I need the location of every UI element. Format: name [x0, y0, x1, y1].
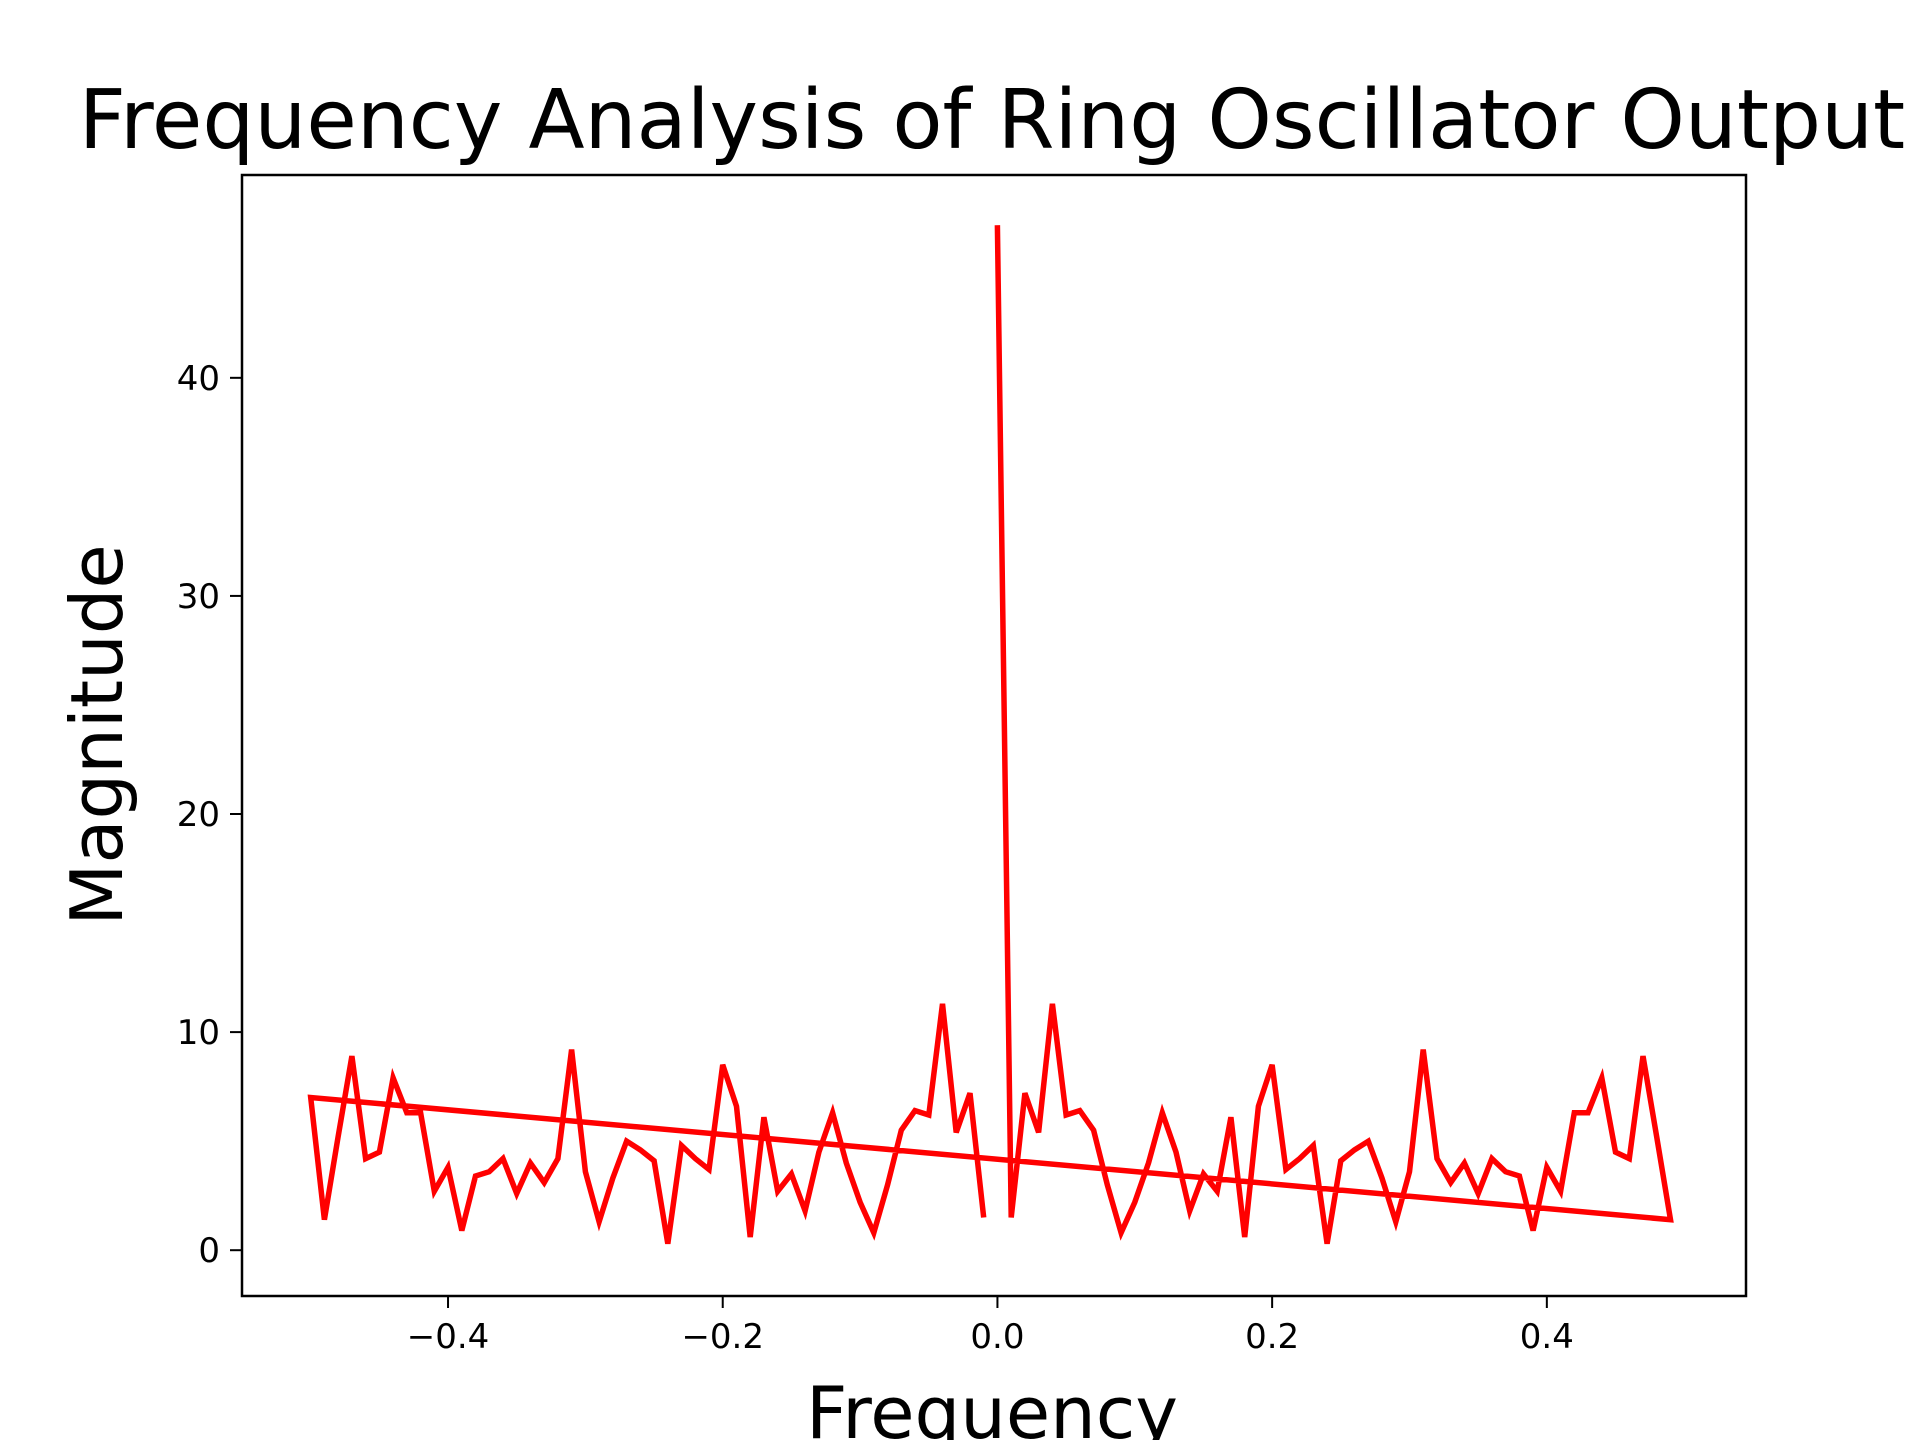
chart-title: Frequency Analysis of Ring Oscillator Ou… [79, 73, 1905, 168]
series-line-0 [307, 225, 1674, 1245]
x-axis-label: Frequency [806, 1371, 1178, 1440]
y-axis-label: Magnitude [55, 544, 139, 925]
x-tick-label: 0.4 [1520, 1317, 1574, 1357]
x-tick-label: −0.2 [681, 1317, 764, 1357]
y-axis: 0 10 20 30 40 [177, 359, 242, 1271]
y-tick-label: 0 [198, 1231, 220, 1271]
x-tick-label: 0.2 [1245, 1317, 1299, 1357]
y-tick-label: 10 [177, 1013, 220, 1053]
y-tick-label: 40 [177, 359, 220, 399]
plot-area [307, 225, 1674, 1245]
axes-frame [240, 173, 1748, 1298]
y-tick-label: 30 [177, 577, 220, 617]
x-axis: −0.4 −0.2 0.0 0.2 0.4 [407, 1296, 1574, 1357]
x-tick-label: −0.4 [407, 1317, 490, 1357]
x-tick-label: 0.0 [970, 1317, 1024, 1357]
y-tick-label: 20 [177, 795, 220, 835]
